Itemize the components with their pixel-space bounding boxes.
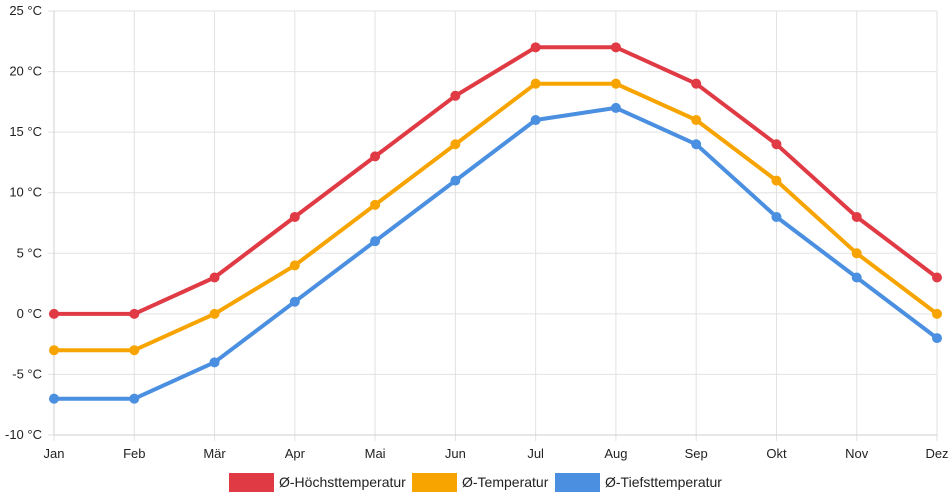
data-point-min[interactable] (370, 236, 381, 247)
data-point-avg[interactable] (129, 345, 140, 356)
x-tick-label: Feb (123, 446, 145, 461)
grid (48, 10, 938, 441)
data-point-min[interactable] (129, 393, 140, 404)
series-group (49, 42, 942, 404)
legend-item-min[interactable]: Ø-Tiefsttemperatur (555, 473, 722, 492)
legend-label: Ø-Tiefsttemperatur (605, 474, 722, 490)
y-tick-label: 25 °C (9, 3, 42, 18)
data-point-avg[interactable] (289, 260, 300, 271)
data-point-max[interactable] (691, 78, 702, 89)
y-tick-label: 15 °C (9, 124, 42, 139)
data-point-min[interactable] (450, 175, 461, 186)
legend: Ø-Höchsttemperatur Ø-Temperatur Ø-Tiefstte… (229, 473, 722, 492)
data-point-max[interactable] (530, 42, 541, 53)
legend-swatch (229, 473, 274, 492)
x-tick-label: Dez (925, 446, 948, 461)
series-line-max (52, 45, 939, 316)
x-tick-label: Jul (527, 446, 544, 461)
data-point-min[interactable] (289, 296, 300, 307)
series-avg (49, 78, 942, 356)
data-point-avg[interactable] (370, 199, 381, 210)
x-tick-label: Apr (285, 446, 306, 461)
data-point-min[interactable] (530, 115, 541, 126)
data-point-avg[interactable] (771, 175, 782, 186)
legend-item-max[interactable]: Ø-Höchsttemperatur (229, 473, 406, 492)
series-min (49, 102, 942, 404)
data-point-avg[interactable] (450, 139, 461, 150)
axes: -10 °C -5 °C 0 °C 5 °C 10 °C 15 °C 20 °C 25 °C J… (5, 3, 949, 461)
data-point-min[interactable] (209, 357, 220, 368)
data-point-max[interactable] (209, 272, 220, 283)
x-tick-label: Nov (845, 446, 869, 461)
data-point-max[interactable] (851, 211, 862, 222)
x-tick-label: Mai (365, 446, 386, 461)
data-point-avg[interactable] (932, 308, 942, 319)
series-line-min (52, 105, 939, 401)
data-point-min[interactable] (610, 102, 621, 113)
data-point-max[interactable] (932, 272, 942, 283)
y-tick-label: 20 °C (9, 64, 42, 79)
x-tick-label: Mär (203, 446, 226, 461)
legend-label: Ø-Temperatur (462, 474, 549, 490)
data-point-avg[interactable] (610, 78, 621, 89)
y-tick-label: -10 °C (5, 427, 42, 442)
data-point-min[interactable] (49, 393, 59, 404)
legend-label: Ø-Höchsttemperatur (279, 474, 406, 490)
data-point-avg[interactable] (851, 248, 862, 259)
x-tick-label: Aug (604, 446, 627, 461)
legend-item-avg[interactable]: Ø-Temperatur (412, 473, 549, 492)
data-point-avg[interactable] (209, 308, 220, 319)
data-point-max[interactable] (129, 308, 140, 319)
series-max (49, 42, 942, 319)
legend-swatch (412, 473, 457, 492)
y-tick-label: -5 °C (12, 366, 42, 381)
data-point-max[interactable] (771, 139, 782, 150)
data-point-min[interactable] (771, 211, 782, 222)
x-tick-label: Jun (445, 446, 466, 461)
x-tick-label: Jan (44, 446, 65, 461)
data-point-min[interactable] (932, 333, 942, 344)
y-tick-label: 0 °C (17, 306, 42, 321)
series-line-avg (52, 81, 939, 353)
legend-swatch (555, 473, 600, 492)
data-point-avg[interactable] (530, 78, 541, 89)
data-point-max[interactable] (289, 211, 300, 222)
data-point-max[interactable] (450, 90, 461, 101)
y-tick-label: 5 °C (17, 245, 42, 260)
data-point-avg[interactable] (49, 345, 59, 356)
data-point-max[interactable] (49, 308, 59, 319)
data-point-min[interactable] (851, 272, 862, 283)
x-tick-label: Okt (766, 446, 787, 461)
data-point-avg[interactable] (691, 115, 702, 126)
x-tick-label: Sep (685, 446, 708, 461)
y-tick-label: 10 °C (9, 185, 42, 200)
data-point-max[interactable] (610, 42, 621, 53)
data-point-max[interactable] (370, 151, 381, 162)
data-point-min[interactable] (691, 139, 702, 150)
